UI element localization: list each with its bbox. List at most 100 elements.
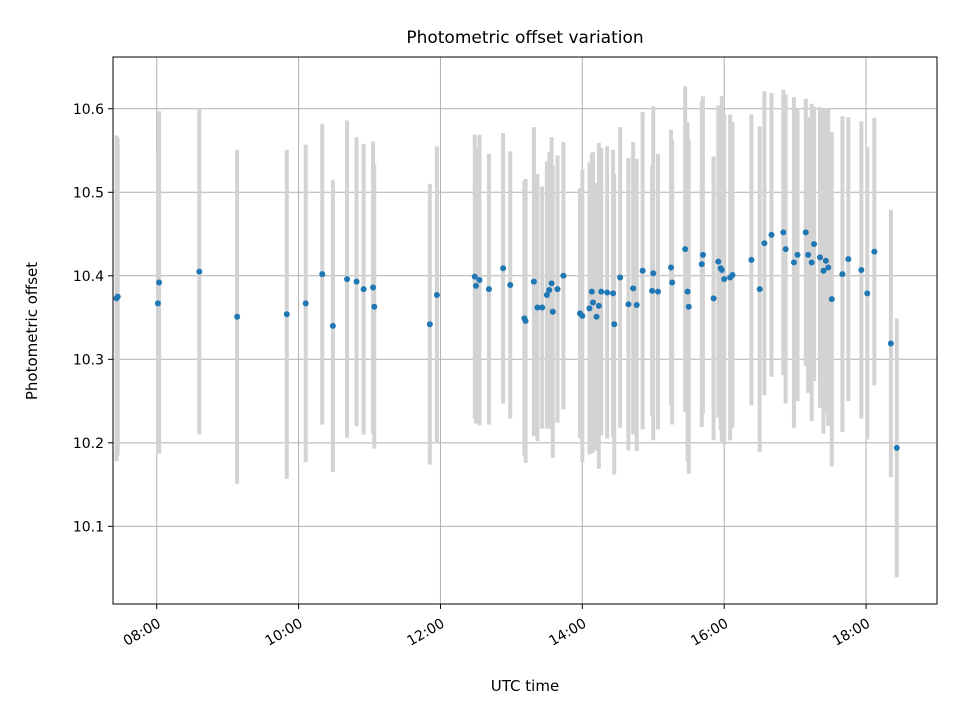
data-point (507, 281, 514, 288)
y-tick-label: 10.1 (73, 519, 104, 535)
data-point (371, 303, 378, 310)
x-tick-label: 18:00 (830, 616, 873, 650)
data-point (549, 308, 556, 315)
chart-title: Photometric offset variation (406, 28, 643, 48)
data-point (522, 317, 529, 324)
data-point (782, 246, 789, 253)
data-point (548, 280, 555, 287)
data-point (710, 295, 717, 302)
data-point (825, 264, 832, 271)
y-tick-label: 10.5 (73, 185, 104, 201)
data-point (845, 256, 852, 263)
data-point (617, 274, 624, 281)
data-point (154, 300, 161, 307)
error-bars (114, 86, 899, 578)
x-tick-label: 08:00 (121, 616, 164, 650)
x-tick-label: 10:00 (263, 616, 306, 650)
data-point (353, 278, 360, 285)
x-tick-label: 16:00 (688, 616, 731, 650)
data-point (649, 287, 656, 294)
data-point (780, 229, 787, 236)
data-point (668, 264, 675, 271)
data-point (715, 258, 722, 265)
data-point (893, 444, 900, 451)
data-point (790, 259, 797, 266)
y-axis-label: Photometric offset (23, 262, 41, 400)
data-point (748, 256, 755, 263)
data-point (370, 284, 377, 291)
data-points (113, 229, 900, 451)
x-axis-label: UTC time (491, 677, 559, 695)
data-point (485, 286, 492, 293)
data-point (887, 340, 894, 347)
data-point (729, 271, 736, 278)
data-point (329, 322, 336, 329)
data-point (302, 300, 309, 307)
data-point (721, 276, 728, 283)
data-point (669, 279, 676, 286)
data-point (530, 278, 537, 285)
data-point (588, 288, 595, 295)
data-point (625, 301, 632, 308)
data-point (598, 288, 605, 295)
data-point (579, 312, 586, 319)
data-point (114, 293, 121, 300)
y-tick-label: 10.4 (73, 269, 104, 285)
data-point (718, 266, 725, 273)
data-point (319, 271, 326, 278)
x-tick-label: 14:00 (546, 616, 589, 650)
data-point (500, 265, 507, 272)
data-point (828, 296, 835, 303)
data-point (761, 240, 768, 247)
data-point (593, 313, 600, 320)
data-point (433, 292, 440, 299)
data-point (196, 268, 203, 275)
data-point (811, 241, 818, 248)
data-point (698, 261, 705, 268)
data-point (822, 257, 829, 264)
data-point (234, 313, 241, 320)
data-point (699, 251, 706, 258)
data-point (630, 285, 637, 292)
x-tick-label: 12:00 (405, 616, 448, 650)
x-axis-ticks: 08:00 10:00 12:00 14:00 16:00 18:00 (121, 604, 873, 650)
data-point (871, 248, 878, 255)
data-point (802, 229, 809, 236)
data-point (820, 267, 827, 274)
data-point (639, 267, 646, 274)
data-point (604, 289, 611, 296)
y-tick-label: 10.3 (73, 352, 104, 368)
data-point (283, 311, 290, 318)
data-point (344, 276, 351, 283)
data-point (611, 321, 618, 328)
data-point (560, 272, 567, 279)
data-point (539, 304, 546, 311)
data-point (684, 288, 691, 295)
data-point (543, 292, 550, 299)
y-tick-label: 10.6 (73, 102, 104, 118)
data-point (426, 321, 433, 328)
data-point (808, 259, 815, 266)
data-point (610, 290, 617, 297)
data-point (472, 282, 479, 289)
data-point (650, 270, 657, 277)
data-point (768, 231, 775, 238)
data-point (595, 302, 602, 309)
y-tick-label: 10.2 (73, 436, 104, 452)
data-point (839, 271, 846, 278)
y-axis-ticks: 10.1 10.2 10.3 10.4 10.5 10.6 (73, 102, 113, 535)
data-point (476, 276, 483, 283)
data-point (864, 290, 871, 297)
data-point (156, 279, 163, 286)
data-point (685, 303, 692, 310)
data-point (589, 299, 596, 306)
data-point (816, 254, 823, 261)
data-point (633, 302, 640, 309)
data-point (586, 305, 593, 312)
data-point (805, 251, 812, 258)
data-point (546, 286, 553, 293)
data-point (794, 251, 801, 258)
data-point (554, 286, 561, 293)
data-point (534, 304, 541, 311)
